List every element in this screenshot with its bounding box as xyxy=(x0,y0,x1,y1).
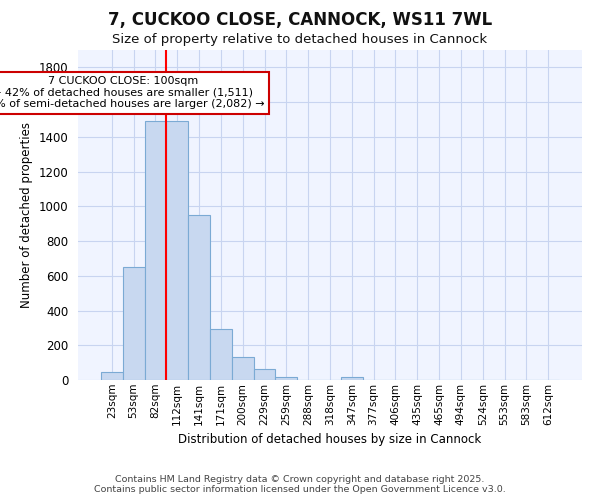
Bar xyxy=(123,267,145,380)
Text: Size of property relative to detached houses in Cannock: Size of property relative to detached ho… xyxy=(112,32,488,46)
Bar xyxy=(188,215,210,380)
Text: 7 CUCKOO CLOSE: 100sqm
← 42% of detached houses are smaller (1,511)
57% of semi-: 7 CUCKOO CLOSE: 100sqm ← 42% of detached… xyxy=(0,76,265,110)
Text: 7, CUCKOO CLOSE, CANNOCK, WS11 7WL: 7, CUCKOO CLOSE, CANNOCK, WS11 7WL xyxy=(108,11,492,29)
Bar xyxy=(145,121,166,380)
Bar xyxy=(341,378,363,380)
Bar xyxy=(275,376,297,380)
Bar xyxy=(232,356,254,380)
Text: Contains HM Land Registry data © Crown copyright and database right 2025.
Contai: Contains HM Land Registry data © Crown c… xyxy=(94,474,506,494)
Bar xyxy=(101,372,123,380)
Bar xyxy=(166,121,188,380)
Y-axis label: Number of detached properties: Number of detached properties xyxy=(20,122,33,308)
Bar xyxy=(210,329,232,380)
Bar xyxy=(254,368,275,380)
X-axis label: Distribution of detached houses by size in Cannock: Distribution of detached houses by size … xyxy=(178,433,482,446)
